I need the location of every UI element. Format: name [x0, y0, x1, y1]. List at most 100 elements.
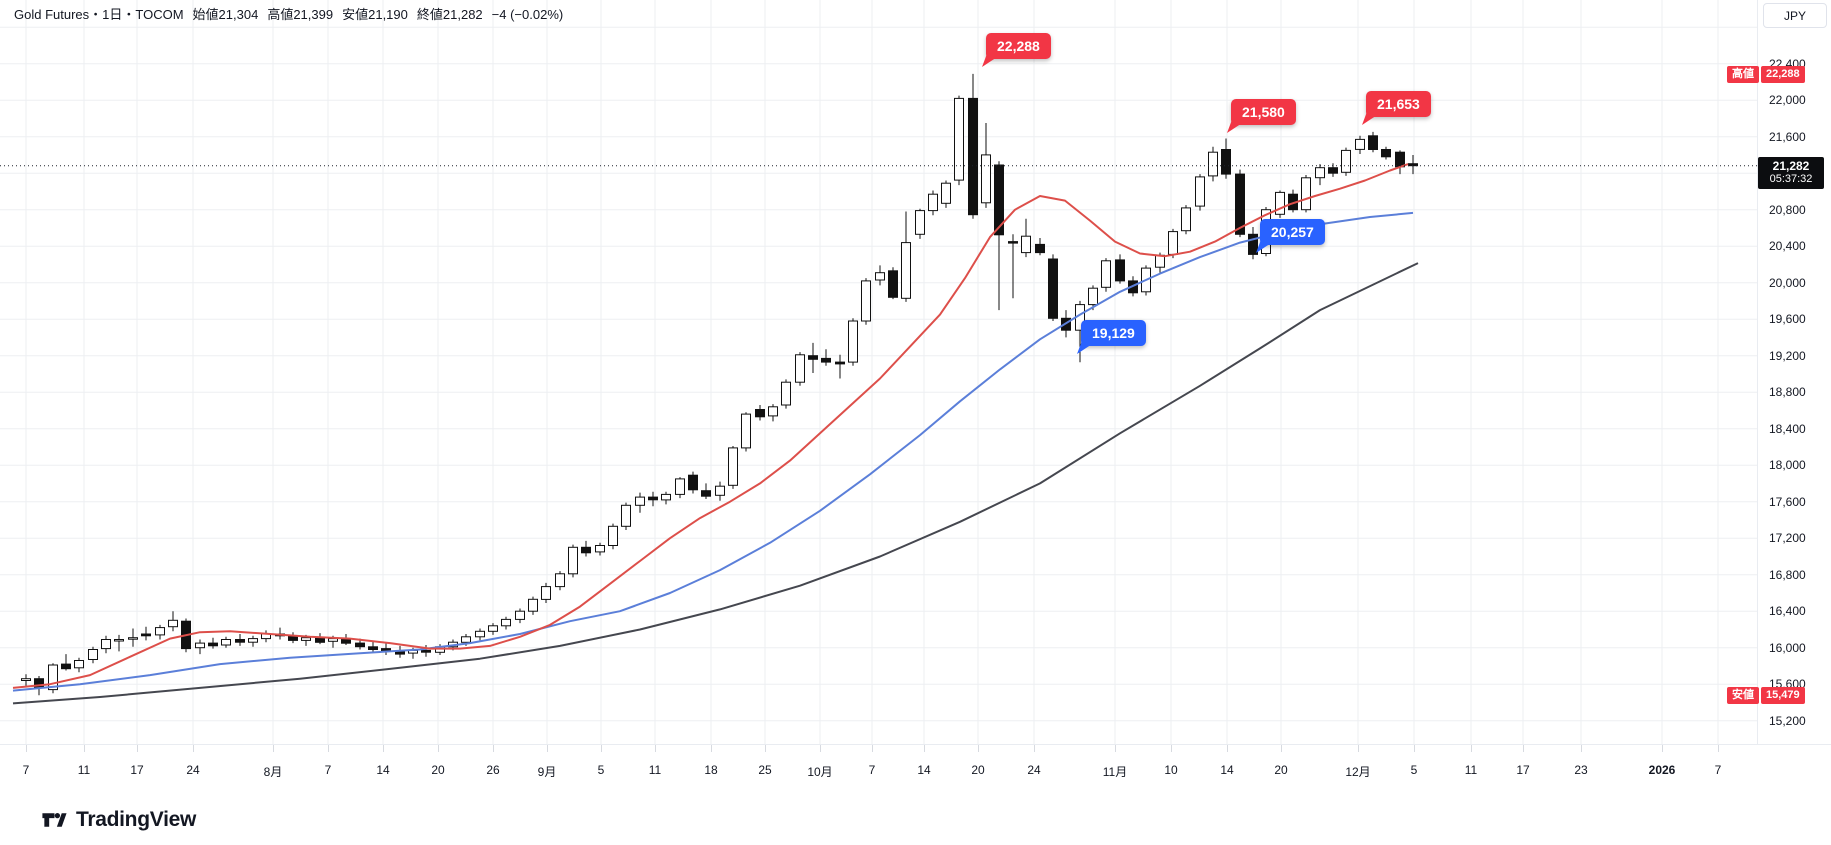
current-price-value: 21,282 [1772, 159, 1810, 173]
low-label: 安値 [342, 7, 369, 22]
low-value: 21,190 [368, 7, 408, 22]
close-label: 終値 [416, 7, 443, 22]
ma-slow-black [12, 262, 1419, 705]
time-axis-tick [438, 745, 439, 752]
price-axis-label: 20,400 [1769, 239, 1806, 253]
date-axis-label: 11月 [1102, 765, 1128, 779]
date-axis-label: 14 [917, 763, 931, 777]
symbol-info-bar: Gold Futures・1日・TOCOM 始値21,304 高値21,399 安値2… [14, 4, 563, 23]
change-value: −4 (−0.02%) [491, 7, 564, 22]
date-axis-label: 7 [324, 763, 332, 777]
date-axis-label: 26 [486, 763, 500, 777]
price-axis-label: 16,800 [1769, 568, 1806, 582]
high-badge-label: 高値 [1727, 66, 1759, 83]
date-axis-label: 7 [22, 763, 30, 777]
date-axis-label: 12月 [1345, 765, 1371, 779]
date-axis-label: 14 [376, 763, 390, 777]
date-axis-label: 11 [77, 763, 91, 777]
time-axis-tick [820, 745, 821, 752]
current-price-time: 05:37:32 [1769, 173, 1813, 185]
price-callout-21653[interactable]: 21,653 [1366, 91, 1431, 117]
tradingview-logo-text: TradingView [76, 808, 197, 831]
price-axis-label: 18,000 [1769, 458, 1806, 472]
price-axis-label: 22,000 [1769, 93, 1806, 107]
date-axis-label: 7 [1714, 763, 1722, 777]
date-axis-label: 11 [648, 763, 662, 777]
date-axis-label: 24 [186, 763, 200, 777]
time-axis-tick [1227, 745, 1228, 752]
price-axis-label: 18,400 [1769, 422, 1806, 436]
price-callout-21580[interactable]: 21,580 [1231, 99, 1296, 125]
date-axis-label: 23 [1574, 763, 1588, 777]
time-axis-tick [711, 745, 712, 752]
time-axis[interactable]: 7 11 17 24 8月 7 14 20 26 9月 5 11 18 25 10月 7 14 20 24 11月 10… [0, 744, 1831, 790]
symbol-title[interactable]: Gold Futures・1日・TOCOM [14, 7, 184, 22]
time-axis-tick [1281, 745, 1282, 752]
price-axis-label: 16,000 [1769, 641, 1806, 655]
date-axis-label: 25 [758, 763, 772, 777]
price-axis-label: 17,600 [1769, 495, 1806, 509]
time-axis-tick [1581, 745, 1582, 752]
price-callout-20257[interactable]: 20,257 [1260, 219, 1325, 245]
open-label: 始値 [192, 7, 219, 22]
date-axis-label: 20 [431, 763, 445, 777]
time-axis-tick [1523, 745, 1524, 752]
price-axis[interactable]: 22,400 22,000 21,600 20,800 20,400 20,000 19,6… [1757, 0, 1831, 744]
time-axis-tick [84, 745, 85, 752]
date-axis-label: 17 [1516, 763, 1530, 777]
price-axis-label: 16,400 [1769, 604, 1806, 618]
high-label: 高値 [267, 7, 294, 22]
date-axis-label: 5 [1410, 763, 1418, 777]
axis-low-badge: 安値 15,479 [1727, 687, 1805, 704]
currency-toggle-button[interactable]: JPY [1763, 3, 1827, 28]
price-axis-label: 21,600 [1769, 130, 1806, 144]
time-axis-tick [978, 745, 979, 752]
time-axis-tick [1471, 745, 1472, 752]
price-callout-19129[interactable]: 19,129 [1081, 320, 1146, 346]
price-axis-label: 15,200 [1769, 714, 1806, 728]
close-value: 21,282 [442, 7, 483, 22]
date-axis-label: 5 [597, 763, 605, 777]
currency-label: JPY [1783, 8, 1806, 23]
axis-high-badge: 高値 22,288 [1727, 66, 1805, 83]
time-axis-tick [328, 745, 329, 752]
price-axis-label: 19,600 [1769, 312, 1806, 326]
tradingview-logo[interactable]: TradingView [40, 806, 196, 834]
time-axis-tick [765, 745, 766, 752]
date-axis-label: 14 [1220, 763, 1234, 777]
price-axis-label: 20,000 [1769, 276, 1806, 290]
date-axis-label: 2026 [1648, 763, 1676, 777]
time-axis-tick [493, 745, 494, 752]
time-axis-tick [872, 745, 873, 752]
open-value: 21,304 [218, 7, 259, 22]
date-axis-label: 7 [868, 763, 876, 777]
high-value: 21,399 [293, 7, 334, 22]
time-axis-tick [26, 745, 27, 752]
time-axis-tick [601, 745, 602, 752]
low-badge-label: 安値 [1727, 687, 1759, 704]
time-axis-tick [383, 745, 384, 752]
date-axis-label: 20 [1274, 763, 1288, 777]
date-axis-label: 20 [971, 763, 985, 777]
date-axis-label: 17 [130, 763, 144, 777]
price-callout-22288[interactable]: 22,288 [986, 33, 1051, 59]
date-axis-label: 10 [1164, 763, 1178, 777]
date-axis-label: 18 [704, 763, 718, 777]
candles-layer [21, 73, 1418, 696]
ma-mid-blue [12, 211, 1414, 692]
low-badge-value: 15,479 [1761, 687, 1805, 704]
time-axis-tick [1358, 745, 1359, 752]
time-axis-tick [1718, 745, 1719, 752]
time-axis-tick [1171, 745, 1172, 752]
date-axis-label: 11 [1464, 763, 1478, 777]
current-price-box: 21,282 05:37:32 [1758, 157, 1824, 189]
price-axis-label: 20,800 [1769, 203, 1806, 217]
price-axis-label: 17,200 [1769, 531, 1806, 545]
price-axis-label: 19,200 [1769, 349, 1806, 363]
time-axis-tick [1662, 745, 1663, 752]
time-axis-tick [193, 745, 194, 752]
time-axis-tick [273, 745, 274, 752]
time-axis-tick [655, 745, 656, 752]
